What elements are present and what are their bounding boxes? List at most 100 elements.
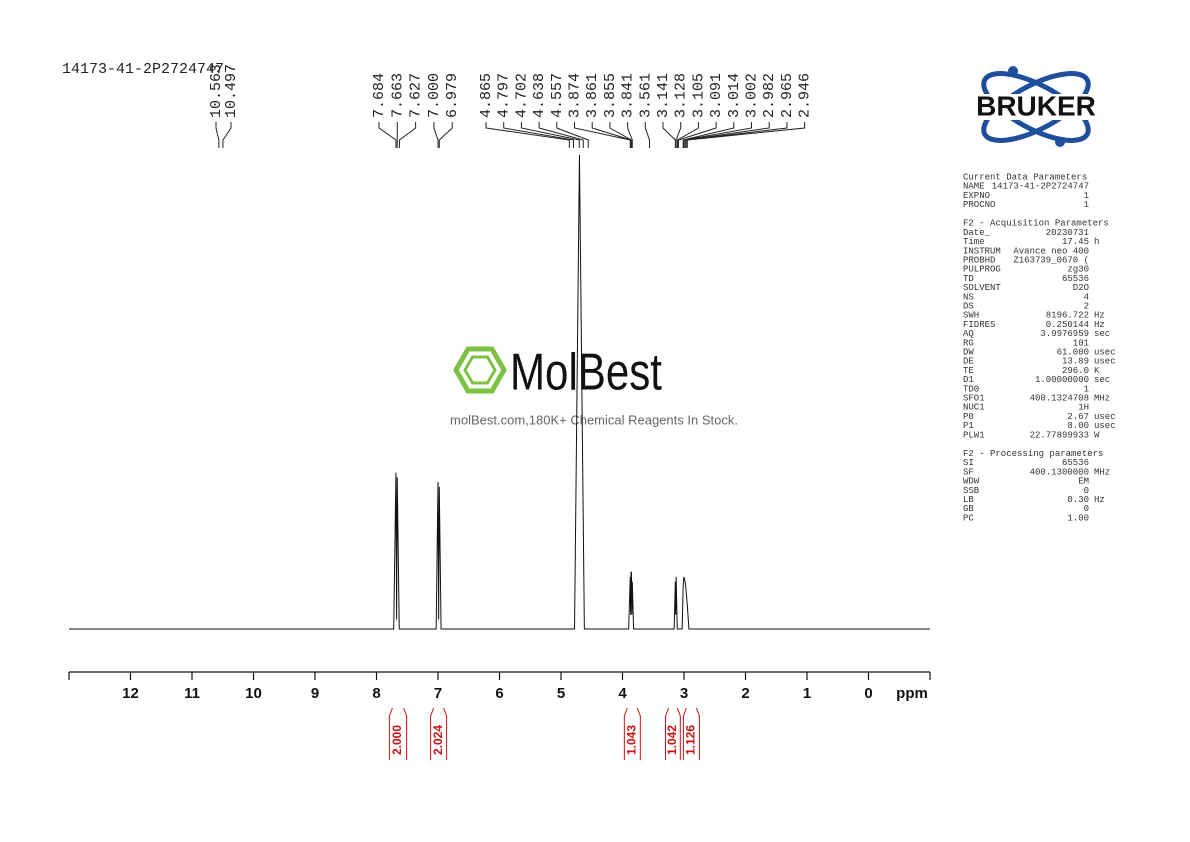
peak-label: 3.128 — [673, 73, 690, 118]
spectrum-trace — [69, 154, 930, 630]
parameter-unit: usec — [1094, 421, 1116, 431]
bruker-logo: BRUKER — [958, 66, 1115, 147]
parameter-unit: usec — [1094, 412, 1116, 422]
parameter-key: PROCNO — [963, 200, 995, 210]
peak-label: 4.797 — [496, 73, 513, 118]
parameter-value: 1 — [1084, 384, 1089, 394]
parameter-value: 4 — [1084, 292, 1089, 302]
parameter-unit: W — [1094, 430, 1100, 440]
peak-label: 7.663 — [389, 73, 406, 118]
peak-label: 2.965 — [779, 73, 796, 118]
parameter-key: NS — [963, 292, 974, 302]
peak-label-leader — [609, 122, 632, 148]
parameter-key: RG — [963, 338, 974, 348]
watermark-icon — [453, 346, 507, 394]
peak-label-leader — [433, 122, 439, 148]
parameter-key: DE — [963, 357, 974, 367]
parameter-value: 400.1300000 — [1030, 467, 1089, 477]
peak-label-leader — [485, 122, 570, 148]
parameter-unit: h — [1094, 237, 1099, 247]
x-tick-label: 5 — [557, 685, 565, 702]
parameter-key: SF — [963, 467, 974, 477]
logo-orbit — [981, 71, 1091, 143]
parameter-key: INSTRUM — [963, 246, 1001, 256]
parameter-value: 22.77899933 — [1030, 430, 1089, 440]
peak-label-leader — [675, 122, 682, 148]
parameter-value: Z163739_0670 ( — [1013, 255, 1089, 265]
peak-label: 4.638 — [531, 73, 548, 118]
parameter-key: TE — [963, 366, 974, 376]
parameter-unit: sec — [1094, 329, 1110, 339]
parameter-heading: F2 - Processing parameters — [963, 449, 1103, 459]
peak-label: 4.557 — [549, 73, 566, 118]
parameter-value: 61.000 — [1057, 347, 1089, 357]
x-tick-label: 2 — [741, 685, 749, 702]
watermark-tagline: molBest.com,180K+ Chemical Reagents In S… — [450, 412, 738, 427]
peak-label: 2.946 — [797, 73, 814, 118]
parameter-key: FIDRES — [963, 320, 995, 330]
parameter-key: SI — [963, 458, 974, 468]
parameter-value: 65536 — [1062, 274, 1089, 284]
peak-label-leader — [503, 122, 574, 148]
parameter-value: Avance neo 400 — [1013, 246, 1089, 256]
parameter-key: DS — [963, 301, 974, 311]
parameter-key: PC — [963, 513, 974, 523]
parameter-key: AQ — [963, 329, 974, 339]
watermark-name: MolBest — [510, 344, 662, 402]
integral-bracket — [430, 707, 448, 760]
integral-bracket — [623, 707, 641, 760]
x-tick-label: 8 — [372, 685, 380, 702]
parameter-key: TD — [963, 274, 974, 284]
x-tick-label: 12 — [122, 685, 139, 702]
parameter-key: PROBHD — [963, 255, 995, 265]
parameter-key: EXPNO — [963, 191, 990, 201]
parameter-key: GB — [963, 504, 974, 514]
parameter-value: 1 — [1084, 191, 1089, 201]
parameter-key: SOLVENT — [963, 283, 1001, 293]
x-tick-label: 1 — [803, 685, 811, 702]
parameter-key: WDW — [963, 477, 980, 487]
parameter-value: 1H — [1078, 403, 1089, 413]
watermark: MolBest molBest.com,180K+ Chemical Reage… — [450, 344, 738, 428]
parameter-value: EM — [1078, 477, 1089, 487]
peak-label-leader — [627, 122, 633, 148]
peak-label: 3.855 — [602, 73, 619, 118]
peak-label-leader — [686, 122, 806, 148]
parameter-value: D2O — [1073, 283, 1089, 293]
parameter-key: SFO1 — [963, 393, 985, 403]
peak-label-leader — [677, 122, 699, 148]
parameter-key: SWH — [963, 311, 979, 321]
logo-dot — [1055, 137, 1065, 147]
x-tick-label: 4 — [618, 685, 627, 702]
x-tick-label: 7 — [434, 685, 442, 702]
integral-bracket — [665, 707, 681, 760]
peak-label: 3.105 — [690, 73, 707, 118]
peak-label: 3.002 — [743, 73, 760, 118]
x-axis-label: ppm — [896, 685, 928, 702]
integral-label: 1.043 — [625, 725, 639, 755]
parameter-heading: F2 - Acquisition Parameters — [963, 219, 1109, 229]
integral-label: 2.024 — [431, 725, 445, 755]
parameter-key: Time — [963, 237, 985, 247]
x-tick-label: 6 — [495, 685, 503, 702]
parameter-unit: MHz — [1094, 393, 1110, 403]
parameter-key: P1 — [963, 421, 974, 431]
peak-label: 3.561 — [637, 73, 654, 118]
integral-bracket — [388, 707, 408, 760]
integral-label: 1.042 — [665, 725, 679, 755]
parameter-key: TD0 — [963, 384, 979, 394]
parameter-value: 3.9976959 — [1040, 329, 1089, 339]
peak-label-leader — [438, 122, 453, 148]
peak-label-leader — [222, 122, 232, 148]
peak-label-leader — [398, 122, 417, 148]
parameter-key: NAME — [963, 182, 985, 192]
parameter-key: D1 — [963, 375, 974, 385]
parameter-unit: usec — [1094, 347, 1116, 357]
peak-label: 7.627 — [408, 73, 425, 118]
parameter-value: 0 — [1084, 486, 1089, 496]
parameter-key: PULPROG — [963, 265, 1001, 275]
parameter-heading: Current Data Parameters — [963, 172, 1087, 182]
parameter-value: 0 — [1084, 504, 1089, 514]
